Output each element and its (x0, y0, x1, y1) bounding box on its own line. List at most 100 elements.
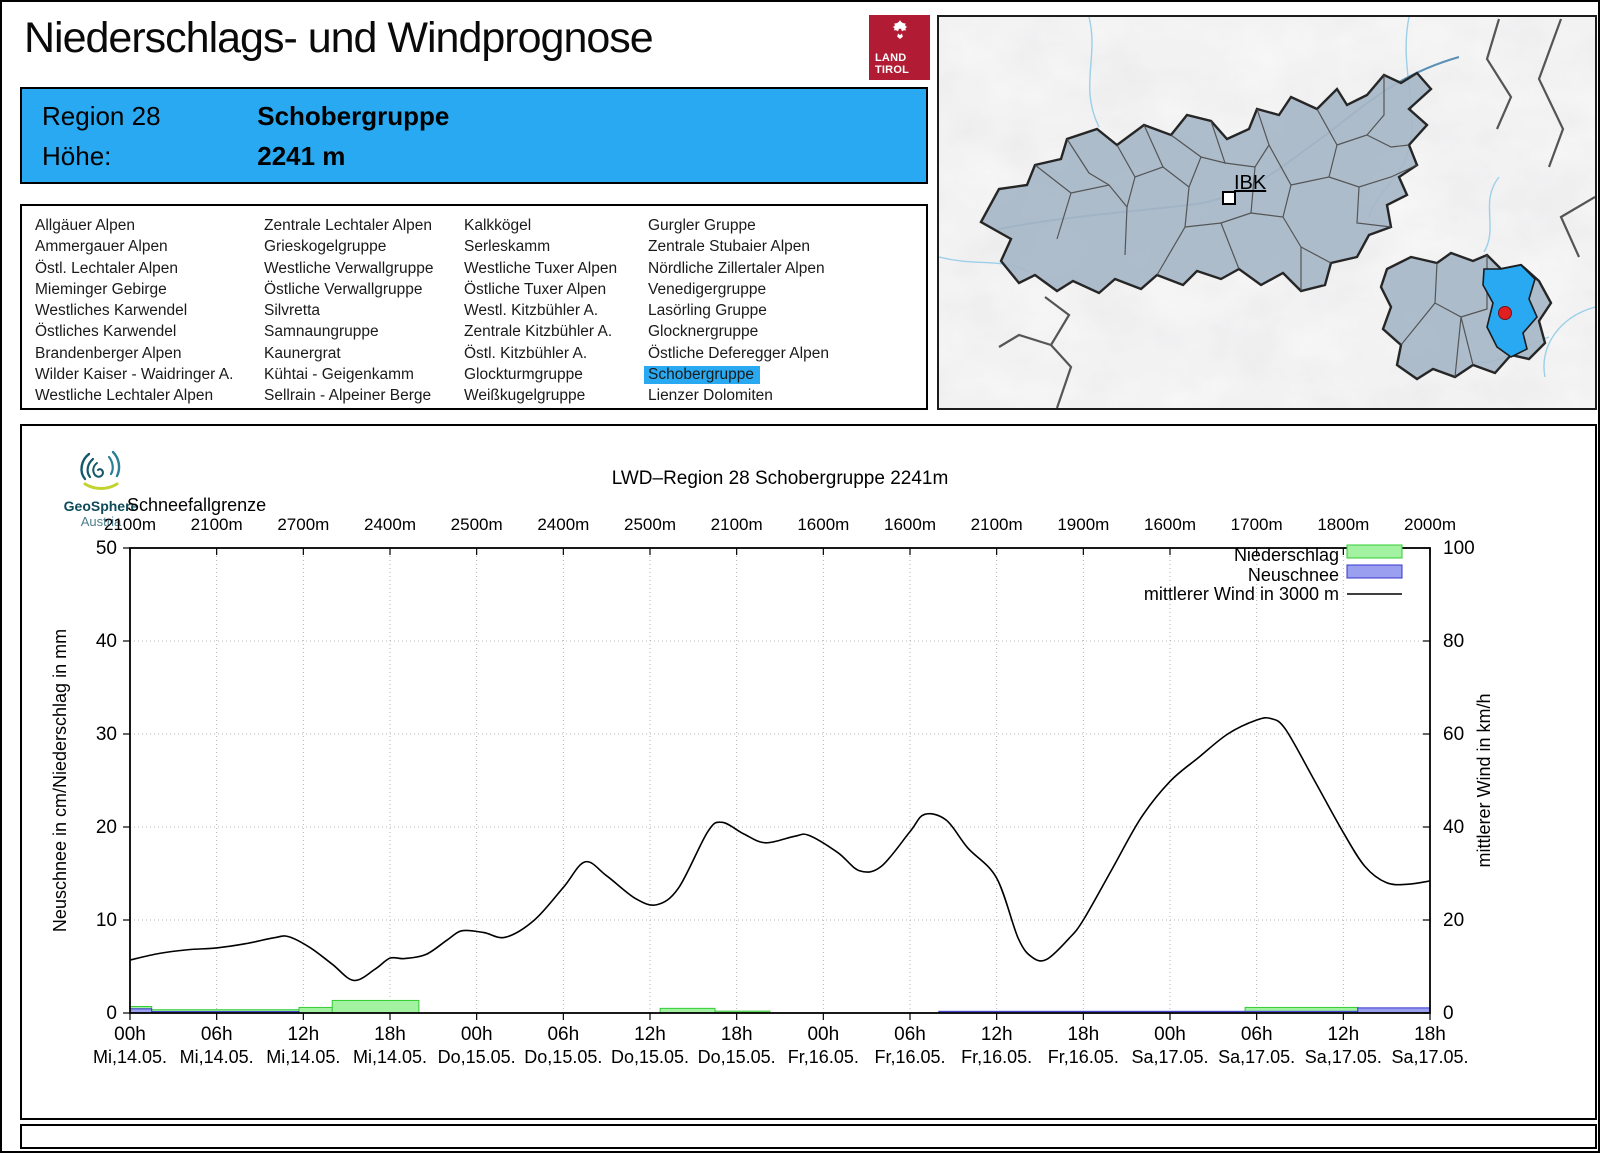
region-list-item[interactable]: Lienzer Dolomiten (648, 387, 773, 405)
geosphere-logo: GeoSphere Austria (46, 446, 156, 529)
x-time-label: 12h (634, 1024, 666, 1045)
snowline-value: 1900m (1057, 515, 1109, 534)
snowline-axis-label: Schneefallgrenze (127, 495, 266, 515)
x-time-label: 18h (1414, 1024, 1446, 1045)
x-date-label: Do,15.05. (524, 1047, 602, 1067)
innsbruck-marker (1222, 191, 1236, 205)
x-time-label: 00h (114, 1024, 146, 1045)
region-list-item[interactable]: Kühtai - Geigenkamm (264, 366, 414, 384)
region-list-item[interactable]: Östliches Karwendel (35, 323, 177, 341)
region-list-item[interactable]: Nördliche Zillertaler Alpen (648, 259, 825, 277)
region-list-item[interactable]: Weißkugelgruppe (464, 387, 586, 405)
region-list-item[interactable]: Westl. Kitzbühler A. (464, 302, 599, 320)
y-left-tick-label: 40 (96, 631, 117, 652)
forecast-chart-svg: LWD–Region 28 Schobergruppe 2241m Schneef… (50, 468, 1494, 1067)
legend-label: Neuschnee (1248, 565, 1339, 585)
x-date-label: Fr,16.05. (788, 1047, 859, 1067)
region-list-item[interactable]: Glockturmgruppe (464, 366, 583, 384)
region-list-item[interactable]: Schobergruppe (644, 364, 926, 385)
tirol-eagle-icon (892, 20, 907, 39)
land-tirol-logo-text: LAND TIROL (875, 52, 909, 76)
region-list-item[interactable]: Westliche Verwallgruppe (264, 259, 434, 277)
east-tirol-regions[interactable] (1379, 251, 1553, 381)
region-list: Allgäuer Alpen Ammergauer Alpen Östl. Lech… (20, 204, 928, 410)
snowline-value: 2400m (537, 515, 589, 534)
precipitation-bar (331, 999, 420, 1014)
geosphere-country: Austria (80, 514, 122, 529)
region-list-item[interactable]: Serleskamm (464, 238, 551, 256)
y-right-axis-title: mittlerer Wind in km/h (1474, 693, 1494, 867)
x-date-label: Sa,17.05. (1305, 1047, 1382, 1067)
snowline-value: 2100m (104, 515, 156, 534)
x-time-label: 12h (981, 1024, 1013, 1045)
region-list-item[interactable]: Westliche Tuxer Alpen (464, 259, 618, 277)
region-number-label: Region 28 (42, 101, 161, 131)
snowline-value: 2700m (277, 515, 329, 534)
region-list-item[interactable]: Lasörling Gruppe (648, 302, 767, 320)
x-time-label: 06h (894, 1024, 926, 1045)
x-date-label: Do,15.05. (438, 1047, 516, 1067)
region-list-item[interactable]: Westliche Lechtaler Alpen (35, 387, 214, 405)
country-border-lines (998, 18, 1596, 409)
region-list-item[interactable]: Kalkkögel (464, 217, 532, 234)
y-right-tick-label: 20 (1443, 910, 1464, 931)
x-date-label: Do,15.05. (611, 1047, 689, 1067)
x-time-label: 12h (287, 1024, 319, 1045)
region-list-item[interactable]: Grieskogelgruppe (264, 238, 387, 256)
y-right-tick-label: 100 (1443, 538, 1475, 559)
region-list-item[interactable]: Glocknergruppe (648, 323, 759, 341)
region-name-value: Schobergruppe (257, 101, 450, 131)
altitude-label: Höhe: (42, 141, 112, 171)
legend-swatch (1346, 564, 1403, 579)
snowline-value: 1700m (1231, 515, 1283, 534)
snowline-value: 1800m (1317, 515, 1369, 534)
region-list-item[interactable]: Östliche Verwallgruppe (264, 280, 423, 298)
snowline-value: 1600m (797, 515, 849, 534)
region-list-item[interactable]: Silvretta (264, 302, 320, 320)
altitude-value: 2241 m (257, 141, 346, 171)
region-list-item[interactable]: Östliche Tuxer Alpen (464, 280, 607, 298)
x-time-label: 06h (547, 1024, 579, 1045)
region-list-item[interactable]: Brandenberger Alpen (35, 344, 182, 362)
region-list-item[interactable]: Samnaungruppe (264, 323, 379, 341)
region-list-item[interactable]: Kaunergrat (264, 344, 341, 362)
x-time-label: 06h (201, 1024, 233, 1045)
x-date-label: Mi,14.05. (93, 1047, 167, 1067)
region-list-item[interactable]: Allgäuer Alpen (35, 217, 135, 234)
x-date-label: Fr,16.05. (961, 1047, 1032, 1067)
y-left-tick-label: 50 (96, 538, 117, 559)
x-time-label: 18h (1067, 1024, 1099, 1045)
region-list-item[interactable]: Wilder Kaiser - Waidringer A. (35, 366, 234, 384)
x-time-label: 06h (1241, 1024, 1273, 1045)
region-list-item[interactable]: Ammergauer Alpen (35, 238, 168, 256)
region-list-item[interactable]: Sellrain - Alpeiner Berge (264, 387, 432, 405)
region-list-item[interactable]: Zentrale Kitzbühler A. (464, 323, 613, 341)
x-date-label: Sa,17.05. (1218, 1047, 1295, 1067)
snowline-value: 2100m (971, 515, 1023, 534)
region-list-item[interactable]: Östl. Lechtaler Alpen (35, 259, 179, 277)
x-time-label: 12h (1327, 1024, 1359, 1045)
x-time-label: 00h (807, 1024, 839, 1045)
region-list-item[interactable]: Venedigergruppe (648, 280, 767, 298)
y-left-tick-label: 10 (96, 910, 117, 931)
selected-station-marker (1498, 306, 1512, 320)
chart-title: LWD–Region 28 Schobergruppe 2241m (612, 468, 949, 489)
page-title: Niederschlags- und Windprognose (24, 14, 654, 62)
snowline-value: 2500m (624, 515, 676, 534)
region-list-item[interactable]: Östliche Deferegger Alpen (648, 344, 829, 362)
region-list-item[interactable]: Westliches Karwendel (35, 302, 188, 320)
tirol-map-svg: IBK (938, 16, 1596, 409)
north-tirol-regions[interactable] (979, 71, 1433, 295)
footer-empty-box (20, 1124, 1597, 1149)
y-left-tick-label: 20 (96, 817, 117, 838)
x-date-label: Mi,14.05. (353, 1047, 427, 1067)
plot-border (129, 547, 1431, 1014)
land-tirol-logo: LAND TIROL (869, 15, 930, 80)
region-list-item[interactable]: Zentrale Lechtaler Alpen (264, 217, 433, 234)
region-list-item[interactable]: Mieminger Gebirge (35, 280, 167, 298)
x-date-label: Sa,17.05. (1131, 1047, 1208, 1067)
region-list-item[interactable]: Zentrale Stubaier Alpen (648, 238, 810, 256)
region-list-item[interactable]: Östl. Kitzbühler A. (464, 344, 588, 362)
snowline-value: 1600m (1144, 515, 1196, 534)
region-list-item[interactable]: Gurgler Gruppe (648, 217, 756, 234)
